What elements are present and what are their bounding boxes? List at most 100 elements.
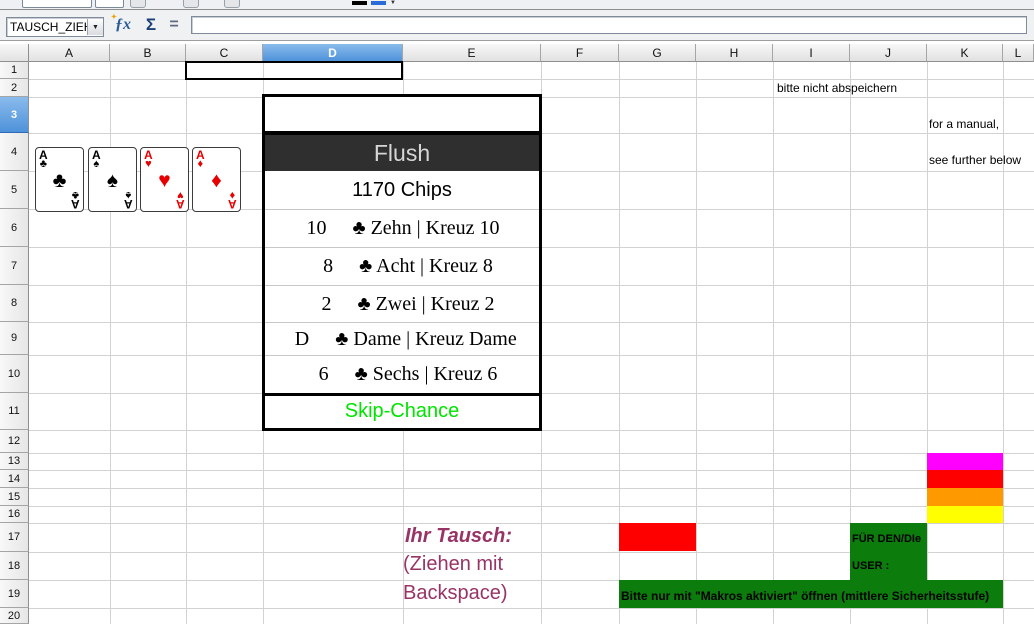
chips-value: 1170 Chips	[352, 178, 452, 201]
name-box-value: TAUSCH_ZIEHFELD	[10, 20, 87, 34]
column-header-A[interactable]: A	[29, 44, 110, 62]
row-header-6[interactable]: 6	[0, 209, 29, 247]
ihr-tausch-label: Ihr Tausch:	[405, 525, 513, 547]
gridline	[927, 62, 928, 624]
row-header-14[interactable]: 14	[0, 470, 29, 488]
formula-input[interactable]	[191, 16, 1027, 34]
toolbar-button[interactable]	[183, 0, 199, 8]
name-box[interactable]: TAUSCH_ZIEHFELD ▼	[6, 17, 104, 37]
ace-of-diamonds[interactable]: A ♦ ♦ A ♦	[192, 147, 241, 212]
row-header-5[interactable]: 5	[0, 171, 29, 209]
card-corner: A ♥	[176, 189, 185, 211]
card-label: ♣ Acht | Kreuz 8	[359, 255, 493, 277]
row-header-17[interactable]: 17	[0, 523, 29, 552]
no-save-note: bitte nicht abspeichern	[777, 81, 898, 95]
toolbar-button[interactable]	[224, 0, 240, 8]
row-header-2[interactable]: 2	[0, 79, 29, 97]
ace-of-spades[interactable]: A ♠ ♠ A ♠	[88, 147, 137, 212]
column-header-B[interactable]: B	[110, 44, 186, 62]
name-box-dropdown-icon[interactable]: ▼	[87, 19, 103, 35]
draw-field-cell[interactable]	[262, 94, 542, 134]
sum-icon[interactable]: Σ	[145, 15, 157, 34]
highlight-color-swatch[interactable]	[371, 1, 386, 5]
sheet-grid[interactable]: Flush 1170 Chips 10 ♣ Zehn | Kreuz 10 8 ♣…	[0, 44, 1034, 624]
card-label: ♣ Sechs | Kreuz 6	[354, 363, 498, 385]
row-header-12[interactable]: 12	[0, 430, 29, 453]
column-header-F[interactable]: F	[541, 44, 619, 62]
gridline	[773, 62, 774, 624]
font-name-combo[interactable]	[22, 0, 92, 8]
card-label: ♣ Dame | Kreuz Dame	[335, 327, 517, 350]
red-status-cell[interactable]	[619, 523, 696, 551]
row-header-13[interactable]: 13	[0, 453, 29, 470]
ace-of-hearts[interactable]: A ♥ ♥ A ♥	[140, 147, 189, 212]
column-header-I[interactable]: I	[773, 44, 850, 62]
tausch-ziehfeld-range[interactable]	[185, 61, 403, 80]
row-header-10[interactable]: 10	[0, 355, 29, 393]
select-all-corner[interactable]	[0, 44, 29, 62]
gridline	[619, 62, 620, 624]
color-legend-cell-15[interactable]	[927, 488, 1003, 506]
row-header-8[interactable]: 8	[0, 285, 29, 322]
toolbar-button[interactable]	[130, 0, 146, 8]
column-header-E[interactable]: E	[403, 44, 541, 62]
column-header-J[interactable]: J	[850, 44, 927, 62]
row-header-15[interactable]: 15	[0, 488, 29, 506]
card-corner: A ♣	[39, 148, 48, 170]
card-label: ♣ Zwei | Kreuz 2	[357, 292, 495, 315]
column-header-D[interactable]: D	[263, 44, 403, 62]
row-header-1[interactable]: 1	[0, 62, 29, 79]
hand-result-panel: Flush 1170 Chips 10 ♣ Zehn | Kreuz 10 8 ♣…	[262, 132, 542, 431]
card-corner: A ♠	[92, 148, 101, 170]
green-cell-fuer[interactable]	[850, 523, 927, 552]
row-header-3[interactable]: 3	[0, 97, 29, 133]
hand-card-row-2[interactable]: 8 ♣ Acht | Kreuz 8	[265, 247, 539, 285]
card-corner: A ♦	[228, 189, 237, 211]
row-header-16[interactable]: 16	[0, 506, 29, 523]
row-header-20[interactable]: 20	[0, 608, 29, 624]
font-color-swatch[interactable]	[352, 1, 367, 5]
ace-of-diamonds-suit-icon: ♦	[211, 168, 222, 192]
gridline	[29, 580, 1034, 581]
hand-card-row-5[interactable]: 6 ♣ Sechs | Kreuz 6	[265, 355, 539, 393]
swatch-dropdown-icon[interactable]: ▼	[390, 0, 396, 6]
row-header-19[interactable]: 19	[0, 580, 29, 608]
gridline	[29, 453, 1034, 454]
skip-chance-label[interactable]: Skip-Chance	[265, 393, 539, 427]
gridline	[29, 470, 1034, 471]
card-rank: 10	[306, 217, 327, 239]
font-size-combo[interactable]	[95, 0, 124, 8]
column-header-L[interactable]: L	[1003, 44, 1034, 62]
row-header-18[interactable]: 18	[0, 552, 29, 580]
equals-icon[interactable]: =	[169, 16, 179, 33]
formula-bar: TAUSCH_ZIEHFELD ▼ ✦ ƒx Σ =	[0, 10, 1034, 41]
color-legend-cell-13[interactable]	[927, 453, 1003, 470]
color-legend-cell-14[interactable]	[927, 470, 1003, 488]
row-header-9[interactable]: 9	[0, 322, 29, 355]
row-header-4[interactable]: 4	[0, 133, 29, 171]
card-label: ♣ Zehn | Kreuz 10	[352, 217, 500, 239]
column-header-C[interactable]: C	[186, 44, 263, 62]
row-header-7[interactable]: 7	[0, 247, 29, 285]
gridline	[696, 62, 697, 624]
hand-card-row-4[interactable]: D ♣ Dame | Kreuz Dame	[265, 322, 539, 355]
column-header-K[interactable]: K	[927, 44, 1003, 62]
gridline	[850, 62, 851, 624]
card-rank: D	[294, 327, 310, 350]
hand-name: Flush	[265, 135, 539, 171]
row-header-11[interactable]: 11	[0, 393, 29, 430]
hand-card-row-3[interactable]: 2 ♣ Zwei | Kreuz 2	[265, 285, 539, 322]
hand-card-row-1[interactable]: 10 ♣ Zehn | Kreuz 10	[265, 209, 539, 247]
green-cell-user[interactable]	[850, 552, 927, 580]
green-macro-bar[interactable]	[619, 580, 1003, 608]
ace-of-clubs-suit-icon: ♣	[52, 168, 67, 192]
function-wizard-icon[interactable]: ✦ ƒx	[111, 13, 131, 33]
column-header-H[interactable]: H	[696, 44, 773, 62]
gridline	[186, 62, 187, 624]
gridline	[29, 552, 1034, 553]
macro-warning-label: Bitte nur mit "Makros aktiviert" öffnen …	[621, 589, 990, 603]
color-legend-cell-16[interactable]	[927, 506, 1003, 523]
ace-of-clubs[interactable]: A ♣ ♣ A ♣	[35, 147, 84, 212]
column-header-G[interactable]: G	[619, 44, 696, 62]
